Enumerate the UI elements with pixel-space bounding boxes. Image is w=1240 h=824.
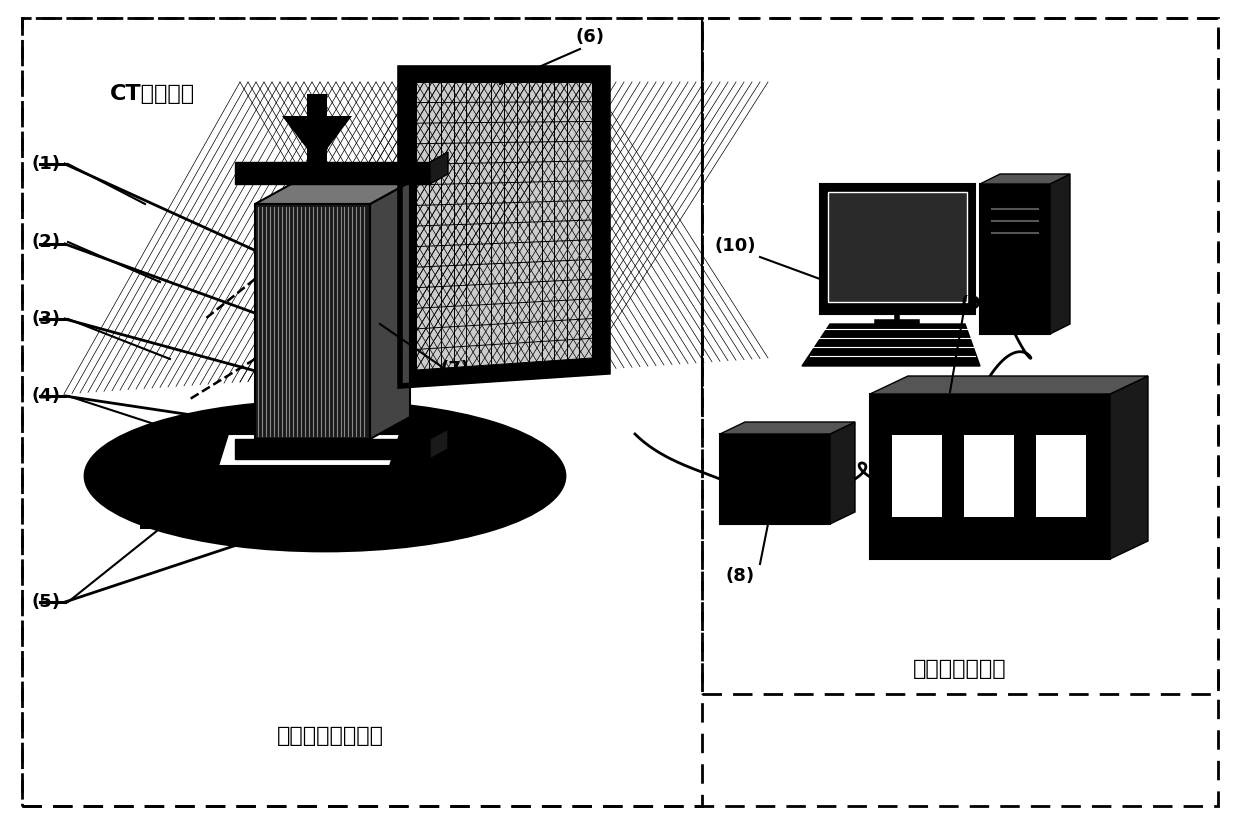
Text: (5): (5) bbox=[31, 593, 61, 611]
Bar bbox=[963, 435, 1014, 517]
Bar bbox=[980, 184, 1050, 334]
Polygon shape bbox=[415, 82, 591, 370]
Text: (8): (8) bbox=[725, 567, 755, 585]
Polygon shape bbox=[430, 152, 448, 184]
Polygon shape bbox=[802, 324, 980, 366]
Polygon shape bbox=[980, 174, 1070, 184]
Polygon shape bbox=[218, 434, 401, 466]
Polygon shape bbox=[255, 204, 370, 439]
Polygon shape bbox=[236, 439, 430, 459]
Polygon shape bbox=[236, 162, 430, 184]
Text: (4): (4) bbox=[31, 387, 61, 405]
Ellipse shape bbox=[86, 401, 565, 551]
Text: (1): (1) bbox=[31, 155, 61, 173]
Polygon shape bbox=[430, 429, 448, 459]
Polygon shape bbox=[248, 490, 268, 514]
Text: (7): (7) bbox=[440, 360, 470, 378]
Text: 声发射监测系统: 声发射监测系统 bbox=[913, 659, 1007, 679]
Polygon shape bbox=[255, 182, 410, 204]
Polygon shape bbox=[870, 376, 1148, 394]
Polygon shape bbox=[1110, 376, 1148, 559]
Bar bbox=[1035, 435, 1086, 517]
Text: (10): (10) bbox=[714, 237, 755, 255]
Text: (3): (3) bbox=[31, 310, 61, 328]
Bar bbox=[140, 474, 195, 529]
Bar bbox=[820, 184, 975, 314]
Polygon shape bbox=[401, 68, 608, 386]
Polygon shape bbox=[370, 182, 410, 439]
Text: CT扫描系统: CT扫描系统 bbox=[110, 84, 195, 104]
Bar bbox=[308, 94, 327, 162]
Bar bbox=[870, 394, 1110, 559]
Text: (9): (9) bbox=[961, 295, 990, 313]
Text: 单轴原位加载系统: 单轴原位加载系统 bbox=[277, 726, 383, 746]
Bar bbox=[720, 434, 830, 524]
Text: (6): (6) bbox=[575, 28, 605, 46]
Polygon shape bbox=[281, 116, 352, 162]
Polygon shape bbox=[1050, 174, 1070, 334]
Bar bbox=[828, 192, 967, 302]
Bar bbox=[892, 435, 942, 517]
Polygon shape bbox=[720, 422, 856, 434]
Polygon shape bbox=[830, 422, 856, 524]
Text: (2): (2) bbox=[31, 233, 61, 251]
